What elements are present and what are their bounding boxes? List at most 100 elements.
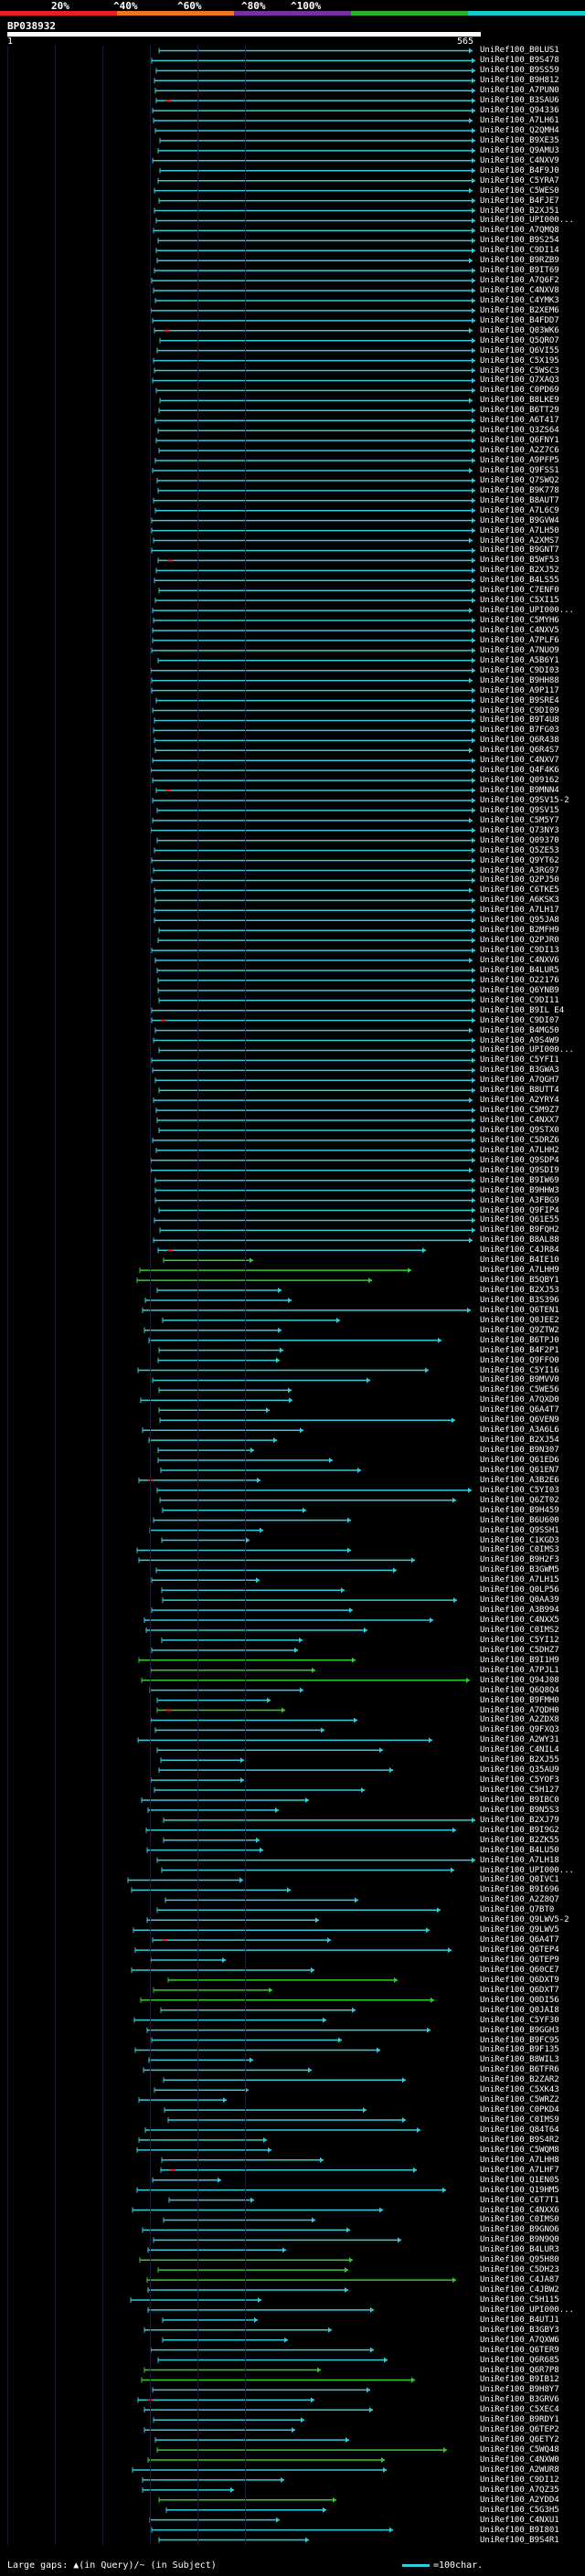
hit-label[interactable]: UniRef100_B2XEM6	[480, 305, 559, 315]
hit-label[interactable]: UniRef100_Q9AMU3	[480, 145, 559, 155]
hit-label[interactable]: UniRef100_Q9LWV5-2	[480, 1915, 569, 1925]
hit-label[interactable]: UniRef100_C4NXV7	[480, 756, 559, 766]
hit-label[interactable]: UniRef100_B9H8Y7	[480, 2385, 559, 2395]
hit-label[interactable]: UniRef100_B9HH88	[480, 675, 559, 685]
hit-label[interactable]: UniRef100_C5YRA7	[480, 175, 559, 186]
hit-label[interactable]: UniRef100_C4NIL4	[480, 1745, 559, 1755]
hit-label[interactable]: UniRef100_C9DI09	[480, 705, 559, 716]
hit-label[interactable]: UniRef100_C5WRZ2	[480, 2095, 559, 2105]
hit-label[interactable]: UniRef100_Q0JEE2	[480, 1315, 559, 1325]
hit-label[interactable]: UniRef100_B4FJE7	[480, 196, 559, 206]
hit-label[interactable]: UniRef100_Q09370	[480, 835, 559, 845]
hit-label[interactable]: UniRef100_B5QBY1	[480, 1276, 559, 1286]
hit-label[interactable]: UniRef100_B4LU50	[480, 1845, 559, 1855]
hit-label[interactable]: UniRef100_C9DI12	[480, 2475, 559, 2485]
hit-label[interactable]: UniRef100_A7LHH8	[480, 2155, 559, 2165]
hit-label[interactable]: UniRef100_B9SS59	[480, 66, 559, 76]
hit-label[interactable]: UniRef100_A2ZDX8	[480, 1715, 559, 1725]
hit-label[interactable]: UniRef100_A7LH50	[480, 525, 559, 535]
hit-label[interactable]: UniRef100_C4NXV8	[480, 286, 559, 296]
hit-label[interactable]: UniRef100_C4JR84	[480, 1246, 559, 1256]
hit-label[interactable]: UniRef100_B9IW69	[480, 1175, 559, 1185]
hit-label[interactable]: UniRef100_A7LH15	[480, 1575, 559, 1585]
hit-label[interactable]: UniRef100_Q6R4S7	[480, 746, 559, 756]
hit-label[interactable]: UniRef100_B6TFR6	[480, 2065, 559, 2075]
hit-label[interactable]: UniRef100_A9P117	[480, 685, 559, 695]
hit-label[interactable]: UniRef100_B0LUS1	[480, 46, 559, 56]
hit-label[interactable]: UniRef100_Q6R685	[480, 2355, 559, 2365]
hit-label[interactable]: UniRef100_B9FMH0	[480, 1695, 559, 1705]
hit-label[interactable]: UniRef100_B9I1H9	[480, 1655, 559, 1665]
hit-label[interactable]: UniRef100_A7LHH2	[480, 1145, 559, 1155]
hit-label[interactable]: UniRef100_Q6VEN9	[480, 1415, 559, 1426]
hit-label[interactable]: UniRef100_B9S478	[480, 56, 559, 66]
hit-label[interactable]: UniRef100_UPI000...	[480, 1045, 574, 1055]
hit-label[interactable]: UniRef100_C4NXU1	[480, 2515, 559, 2525]
hit-label[interactable]: UniRef100_UPI000...	[480, 606, 574, 616]
hit-label[interactable]: UniRef100_B3GRV6	[480, 2395, 559, 2405]
hit-label[interactable]: UniRef100_Q6R7P8	[480, 2365, 559, 2375]
hit-label[interactable]: UniRef100_B2XJ53	[480, 1286, 559, 1296]
hit-label[interactable]: UniRef100_A7QGH7	[480, 1076, 559, 1086]
hit-label[interactable]: UniRef100_UPI000...	[480, 2305, 574, 2315]
hit-label[interactable]: UniRef100_A2WUR8	[480, 2465, 559, 2475]
hit-label[interactable]: UniRef100_B9N307	[480, 1446, 559, 1456]
hit-label[interactable]: UniRef100_C5YI12	[480, 1635, 559, 1645]
hit-label[interactable]: UniRef100_Q6TEP4	[480, 1945, 559, 1956]
hit-label[interactable]: UniRef100_Q95JA8	[480, 916, 559, 926]
hit-label[interactable]: UniRef100_Q9SV15-2	[480, 795, 569, 805]
hit-label[interactable]: UniRef100_C6T7T1	[480, 2195, 559, 2205]
hit-label[interactable]: UniRef100_C5YFI1	[480, 1055, 559, 1065]
hit-label[interactable]: UniRef100_A7QDH0	[480, 1705, 559, 1715]
hit-label[interactable]: UniRef100_Q6DXT7	[480, 1985, 559, 1995]
hit-label[interactable]: UniRef100_B9S4R2	[480, 2135, 559, 2145]
hit-label[interactable]: UniRef100_Q6VI55	[480, 345, 559, 355]
hit-label[interactable]: UniRef100_B3S396	[480, 1295, 559, 1305]
hit-label[interactable]: UniRef100_Q84T64	[480, 2125, 559, 2135]
hit-label[interactable]: UniRef100_C5XK43	[480, 2085, 559, 2095]
hit-label[interactable]: UniRef100_Q03WK6	[480, 325, 559, 335]
hit-label[interactable]: UniRef100_C6TKE5	[480, 885, 559, 896]
hit-label[interactable]: UniRef100_Q61EN7	[480, 1465, 559, 1475]
hit-label[interactable]: UniRef100_B4MG50	[480, 1025, 559, 1035]
hit-label[interactable]: UniRef100_B8AL88	[480, 1235, 559, 1246]
hit-label[interactable]: UniRef100_A7PLF6	[480, 635, 559, 645]
hit-label[interactable]: UniRef100_A7LH61	[480, 116, 559, 126]
hit-label[interactable]: UniRef100_C0PKD4	[480, 2105, 559, 2115]
hit-label[interactable]: UniRef100_C4NXV6	[480, 956, 559, 965]
hit-label[interactable]: UniRef100_O22176	[480, 975, 559, 985]
hit-label[interactable]: UniRef100_C5M5Y7	[480, 815, 559, 825]
hit-label[interactable]: UniRef100_B9MVV0	[480, 1375, 559, 1385]
hit-label[interactable]: UniRef100_Q94336	[480, 106, 559, 116]
hit-label[interactable]: UniRef100_C5YI03	[480, 1485, 559, 1495]
hit-label[interactable]: UniRef100_B9H459	[480, 1505, 559, 1515]
hit-label[interactable]: UniRef100_B9FQH2	[480, 1225, 559, 1235]
hit-label[interactable]: UniRef100_Q9SV15	[480, 805, 559, 815]
hit-label[interactable]: UniRef100_B9N5S3	[480, 1805, 559, 1815]
hit-label[interactable]: UniRef100_Q95H80	[480, 2255, 559, 2265]
hit-label[interactable]: UniRef100_Q6FNY1	[480, 436, 559, 446]
hit-label[interactable]: UniRef100_Q9LWV5	[480, 1925, 559, 1935]
hit-label[interactable]: UniRef100_B3GBY3	[480, 2325, 559, 2335]
hit-label[interactable]: UniRef100_Q2QMH4	[480, 125, 559, 135]
hit-label[interactable]: UniRef100_B9I9G2	[480, 1825, 559, 1835]
hit-label[interactable]: UniRef100_B7FG03	[480, 726, 559, 736]
hit-label[interactable]: UniRef100_Q9FIP4	[480, 1205, 559, 1215]
hit-label[interactable]: UniRef100_Q0DI56	[480, 1995, 559, 2005]
hit-label[interactable]: UniRef100_C5H115	[480, 2295, 559, 2305]
hit-label[interactable]: UniRef100_A7PUN0	[480, 86, 559, 96]
hit-label[interactable]: UniRef100_B4UTJ1	[480, 2315, 559, 2325]
hit-label[interactable]: UniRef100_A3A6L6	[480, 1426, 559, 1436]
hit-label[interactable]: UniRef100_Q9SDI9	[480, 1165, 559, 1175]
hit-label[interactable]: UniRef100_Q9FSS1	[480, 465, 559, 475]
hit-label[interactable]: UniRef100_B2XJ52	[480, 566, 559, 576]
hit-label[interactable]: UniRef100_Q9YT62	[480, 855, 559, 865]
hit-label[interactable]: UniRef100_Q73NY3	[480, 825, 559, 835]
hit-label[interactable]: UniRef100_C4JA87	[480, 2275, 559, 2285]
hit-label[interactable]: UniRef100_A2YRY4	[480, 1096, 559, 1106]
hit-label[interactable]: UniRef100_Q61E55	[480, 1215, 559, 1225]
hit-label[interactable]: UniRef100_A2YDD4	[480, 2495, 559, 2505]
hit-label[interactable]: UniRef100_Q6TER9	[480, 2345, 559, 2355]
hit-label[interactable]: UniRef100_Q9FXQ3	[480, 1725, 559, 1735]
hit-label[interactable]: UniRef100_B4LS55	[480, 576, 559, 586]
